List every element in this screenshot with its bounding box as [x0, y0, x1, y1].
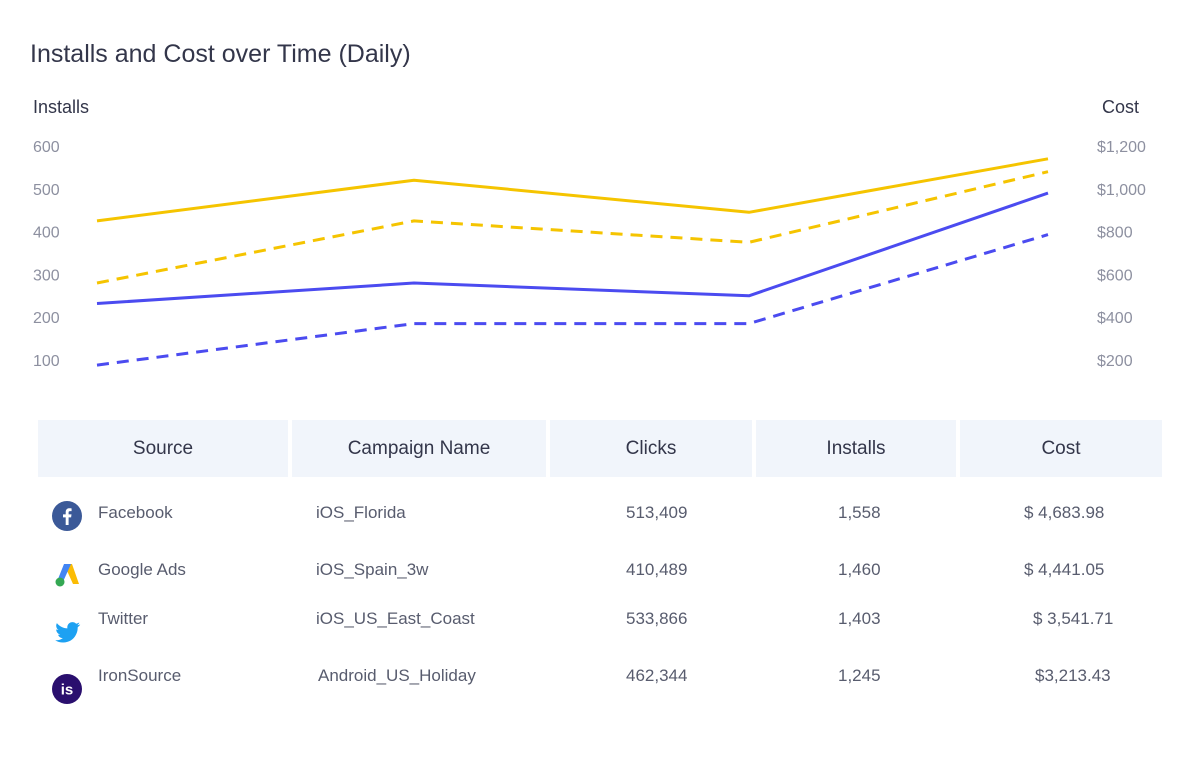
- table-row[interactable]: Facebook iOS_Florida 513,409 1,558 $ 4,6…: [38, 477, 1162, 534]
- campaign-name: iOS_US_East_Coast: [316, 609, 475, 628]
- clicks-value: 462,344: [626, 666, 688, 685]
- source-name: Facebook: [98, 503, 173, 522]
- table-header: Source Campaign Name Clicks Installs Cos…: [38, 420, 1162, 477]
- cost-value: $ 3,541.71: [1033, 609, 1114, 628]
- left-tick-label: 200: [33, 310, 60, 327]
- table-row[interactable]: Google Ads iOS_Spain_3w 410,489 1,460 $ …: [38, 534, 1162, 591]
- facebook-icon: [52, 501, 82, 531]
- line-chart: 600 500 400 300 200 100 $1,200 $1,000 $800 $600 $4…: [33, 139, 1146, 370]
- series-line-0: [96, 157, 1049, 223]
- clicks-value: 410,489: [626, 560, 688, 579]
- installs-value: 1,403: [838, 609, 881, 628]
- source-name: Google Ads: [98, 560, 186, 579]
- left-tick-label: 500: [33, 182, 60, 199]
- campaign-name: iOS_Florida: [316, 503, 406, 522]
- campaign-table: Source Campaign Name Clicks Installs Cos…: [38, 420, 1162, 705]
- right-tick-label: $600: [1097, 267, 1133, 284]
- installs-value: 1,245: [838, 666, 881, 685]
- right-tick-label: $1,200: [1097, 139, 1146, 156]
- installs-value: 1,460: [838, 560, 881, 579]
- right-tick-label: $400: [1097, 310, 1133, 327]
- twitter-icon: [55, 622, 81, 643]
- clicks-value: 533,866: [626, 609, 688, 628]
- right-tick-label: $800: [1097, 225, 1133, 242]
- campaign-name: iOS_Spain_3w: [316, 560, 429, 579]
- google-ads-icon: [55, 564, 79, 587]
- right-axis-label: Cost: [1102, 97, 1140, 117]
- table-row[interactable]: Twitter iOS_US_East_Coast 533,866 1,403 …: [38, 591, 1162, 648]
- source-name: Twitter: [98, 609, 149, 628]
- table-row[interactable]: is IronSource Android_US_Holiday 462,344…: [38, 648, 1162, 705]
- campaign-name: Android_US_Holiday: [318, 666, 476, 685]
- svg-text:is: is: [61, 682, 74, 699]
- left-tick-label: 100: [33, 353, 60, 370]
- series-line-3: [96, 233, 1049, 367]
- header-source[interactable]: Source: [38, 420, 288, 477]
- installs-value: 1,558: [838, 503, 881, 522]
- ironsource-icon: is: [52, 674, 82, 704]
- clicks-value: 513,409: [626, 503, 688, 522]
- left-tick-label: 400: [33, 225, 60, 242]
- right-tick-label: $1,000: [1097, 182, 1146, 199]
- header-clicks[interactable]: Clicks: [550, 420, 752, 477]
- cost-value: $3,213.43: [1035, 666, 1111, 685]
- series-line-2: [96, 191, 1049, 305]
- right-tick-label: $200: [1097, 353, 1133, 370]
- left-axis-label: Installs: [33, 97, 90, 117]
- series-line-1: [96, 170, 1049, 285]
- left-tick-label: 600: [33, 139, 60, 156]
- chart-title: Installs and Cost over Time (Daily): [30, 40, 411, 68]
- header-installs[interactable]: Installs: [756, 420, 956, 477]
- header-campaign-name[interactable]: Campaign Name: [292, 420, 546, 477]
- header-cost[interactable]: Cost: [960, 420, 1162, 477]
- cost-value: $ 4,683.98: [1024, 503, 1105, 522]
- cost-value: $ 4,441.05: [1024, 560, 1105, 579]
- left-tick-label: 300: [33, 267, 60, 284]
- source-name: IronSource: [98, 666, 182, 685]
